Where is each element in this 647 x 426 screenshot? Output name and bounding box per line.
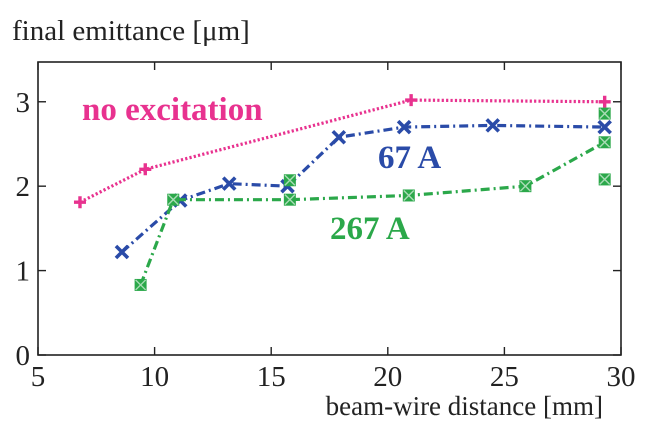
- data-point: [283, 174, 296, 187]
- series-0: [73, 94, 611, 209]
- square-marker-cross: [167, 194, 179, 206]
- y-axis-label: final emittance [μm]: [12, 15, 250, 47]
- data-point: [114, 244, 130, 260]
- data-point: [402, 189, 415, 202]
- series-line: [139, 140, 606, 286]
- y-tick-label: 0: [16, 340, 31, 372]
- data-point: [139, 163, 152, 176]
- data-point: [598, 173, 611, 186]
- x-tick-label: 25: [490, 361, 519, 393]
- data-point: [331, 129, 347, 145]
- square-marker-cross: [599, 136, 611, 148]
- square-marker-cross: [403, 189, 415, 201]
- series-label-0: no excitation: [82, 92, 263, 128]
- x-tick-label: 5: [31, 361, 46, 393]
- series-line: [120, 123, 605, 254]
- series-label-2: 267 A: [330, 211, 410, 247]
- square-marker-cross: [284, 174, 296, 186]
- square-marker-cross: [599, 173, 611, 185]
- series-2: [134, 107, 611, 291]
- axes: 5 10 15 20 25 30 0 1 2 3: [16, 61, 636, 393]
- x-axis-label: beam-wire distance [mm]: [326, 391, 603, 421]
- x-tick-label: 30: [607, 361, 636, 393]
- square-marker-cross: [599, 108, 611, 120]
- data-point: [598, 107, 611, 120]
- x-tick-label: 15: [257, 361, 286, 393]
- square-marker-cross: [519, 180, 531, 192]
- y-tick-label: 3: [16, 87, 31, 119]
- data-point: [221, 176, 237, 191]
- data-point: [396, 119, 412, 135]
- data-point: [283, 193, 296, 206]
- data-point: [597, 119, 612, 135]
- data-point: [598, 136, 611, 149]
- data-point: [134, 278, 147, 291]
- data-point: [598, 95, 611, 108]
- data-point: [167, 193, 180, 206]
- series-line: [79, 98, 605, 204]
- series-labels: no excitation 67 A 267 A: [82, 92, 441, 247]
- data-point: [405, 94, 418, 107]
- series-label-1: 67 A: [378, 140, 441, 176]
- square-marker-cross: [284, 194, 296, 206]
- series-layer: [73, 94, 612, 291]
- x-tick-label: 20: [373, 361, 402, 393]
- y-tick-label: 1: [16, 256, 31, 288]
- y-tick-label: 2: [16, 171, 31, 203]
- data-point: [519, 180, 532, 193]
- x-tick-label: 10: [140, 361, 169, 393]
- plot-frame: [37, 61, 622, 356]
- data-point: [73, 196, 86, 209]
- data-point: [485, 118, 501, 133]
- square-marker-cross: [135, 279, 147, 291]
